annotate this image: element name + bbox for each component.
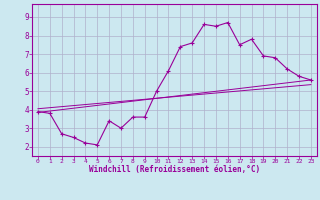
X-axis label: Windchill (Refroidissement éolien,°C): Windchill (Refroidissement éolien,°C) [89, 165, 260, 174]
